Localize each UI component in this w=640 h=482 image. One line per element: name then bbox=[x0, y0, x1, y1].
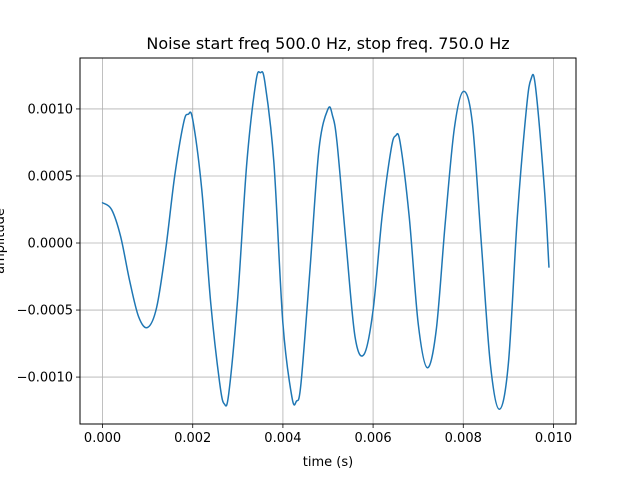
y-tick-label: 0.0005 bbox=[28, 169, 74, 184]
y-tick-label: 0.0000 bbox=[28, 237, 74, 252]
plot-frame bbox=[79, 57, 577, 425]
x-tick-label: 0.008 bbox=[445, 431, 482, 446]
x-axis: 0.000 0.002 0.004 0.006 0.008 0.010 bbox=[84, 424, 572, 446]
y-axis: −0.0010 −0.0005 0.0000 0.0005 0.0010 bbox=[17, 102, 80, 386]
x-tick-label: 0.004 bbox=[264, 431, 301, 446]
y-tick-label: −0.0010 bbox=[17, 371, 73, 386]
x-tick-label: 0.000 bbox=[84, 431, 121, 446]
y-tick-label: −0.0005 bbox=[17, 304, 73, 319]
chart-title: Noise start freq 500.0 Hz, stop freq. 75… bbox=[146, 34, 509, 53]
y-axis-label: amplitude bbox=[0, 208, 8, 274]
series-layer bbox=[101, 71, 550, 410]
y-tick-label: 0.0010 bbox=[28, 102, 74, 117]
plot-area bbox=[80, 58, 576, 424]
x-tick-label: 0.006 bbox=[354, 431, 391, 446]
x-tick-label: 0.010 bbox=[535, 431, 572, 446]
x-axis-label: time (s) bbox=[303, 455, 353, 470]
x-tick-label: 0.002 bbox=[174, 431, 211, 446]
series-line bbox=[101, 71, 550, 410]
